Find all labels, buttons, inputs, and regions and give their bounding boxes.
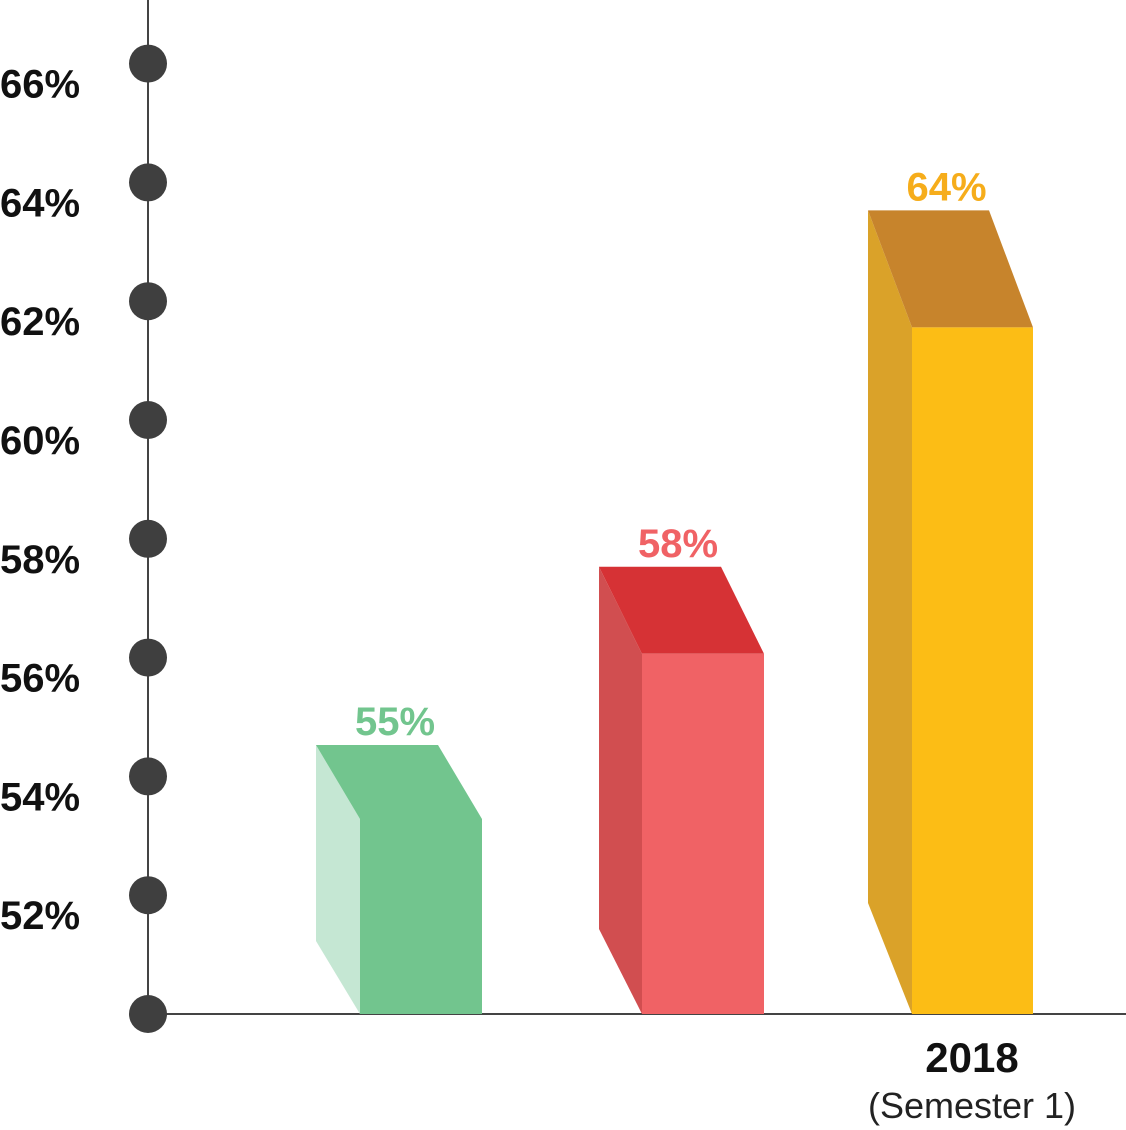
bar-group: 64% [868, 165, 1033, 1014]
bar-top-face [316, 745, 482, 819]
y-tick-dot [129, 995, 167, 1033]
y-tick-label: 52% [0, 894, 80, 938]
category-year-label: 2018 [925, 1034, 1018, 1081]
bar-top-face [868, 210, 1033, 328]
y-tick-dot [129, 757, 167, 796]
bar-side-face [599, 566, 642, 1014]
bar-top-face [599, 566, 764, 654]
category-sub-label: (Semester 1) [868, 1085, 1076, 1126]
bar-value-label: 55% [355, 700, 435, 744]
y-tick-label: 60% [0, 419, 80, 463]
y-tick-dot [129, 282, 167, 321]
bar-side-face [316, 745, 360, 1014]
y-tick-dot [129, 876, 167, 915]
bar [912, 327, 1033, 1014]
bars-layer: 55% 58% 64% [316, 165, 1033, 1014]
y-tick-dot [129, 163, 167, 202]
y-tick-label: 62% [0, 300, 80, 344]
bar-value-label: 64% [906, 165, 986, 209]
y-tick-label: 66% [0, 63, 80, 107]
bar-group: 58% [599, 522, 764, 1014]
bar [642, 653, 764, 1014]
y-tick-dot [129, 401, 167, 439]
y-tick-label: 56% [0, 657, 80, 701]
bar [360, 819, 482, 1014]
axis-layer: 52% 54% 56% 58% 60% 62% 64% 66% [0, 0, 1126, 1033]
y-tick-dot [129, 638, 167, 677]
bar-value-label: 58% [638, 522, 718, 566]
y-tick-dot [129, 519, 167, 558]
bar-group: 55% [316, 700, 482, 1014]
bar-side-face [868, 210, 912, 1014]
y-tick-label: 64% [0, 181, 80, 225]
y-tick-label: 58% [0, 538, 80, 582]
y-tick-label: 54% [0, 775, 80, 819]
y-tick-dot [129, 44, 167, 83]
